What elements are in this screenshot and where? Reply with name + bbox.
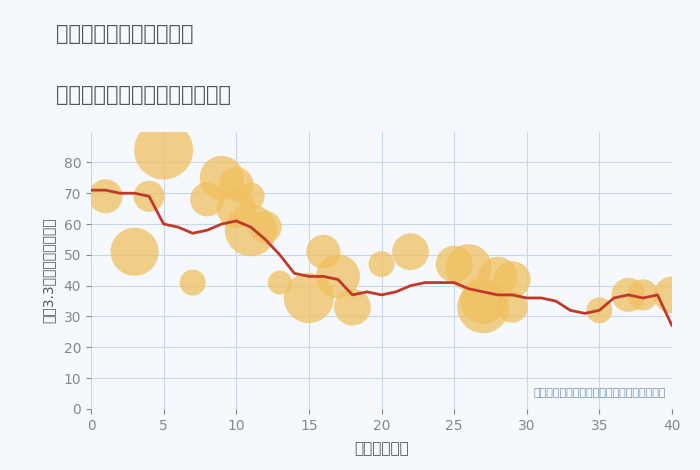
Point: [202, 196, 213, 203]
Point: [346, 304, 358, 311]
Point: [245, 227, 256, 234]
Point: [245, 193, 256, 200]
Point: [216, 174, 228, 181]
Point: [318, 248, 329, 256]
X-axis label: 築年数（年）: 築年数（年）: [354, 441, 409, 456]
Point: [144, 193, 155, 200]
Point: [623, 291, 634, 298]
Point: [274, 279, 286, 286]
Point: [507, 304, 518, 311]
Point: [231, 180, 242, 188]
Point: [187, 279, 198, 286]
Point: [507, 276, 518, 283]
Point: [158, 146, 169, 154]
Text: 築年数別中古マンション坪単価: 築年数別中古マンション坪単価: [56, 85, 231, 105]
Y-axis label: 坪（3.3㎡）単価（万円）: 坪（3.3㎡）単価（万円）: [41, 218, 55, 323]
Point: [303, 294, 314, 302]
Point: [332, 273, 344, 280]
Point: [477, 304, 489, 311]
Point: [376, 260, 387, 268]
Point: [260, 223, 271, 231]
Point: [405, 248, 416, 256]
Point: [492, 273, 503, 280]
Point: [231, 205, 242, 212]
Point: [449, 260, 460, 268]
Point: [638, 291, 649, 298]
Point: [463, 263, 475, 271]
Point: [129, 248, 140, 256]
Point: [100, 193, 111, 200]
Text: 千葉県野田市山崎梅の台: 千葉県野田市山崎梅の台: [56, 24, 193, 44]
Text: 円の大きさは、取引のあった物件面積を示す: 円の大きさは、取引のあった物件面積を示す: [533, 388, 666, 398]
Point: [666, 291, 678, 298]
Point: [477, 298, 489, 305]
Point: [594, 306, 605, 314]
